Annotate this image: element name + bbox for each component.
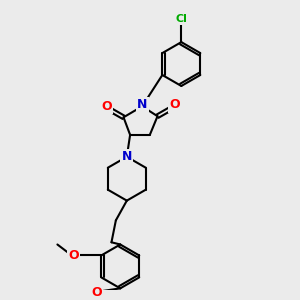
- Text: O: O: [68, 249, 79, 262]
- Text: N: N: [122, 150, 132, 163]
- Text: Cl: Cl: [176, 14, 187, 24]
- Text: O: O: [92, 286, 102, 299]
- Text: O: O: [101, 100, 112, 112]
- Text: N: N: [137, 98, 147, 111]
- Text: O: O: [169, 98, 180, 111]
